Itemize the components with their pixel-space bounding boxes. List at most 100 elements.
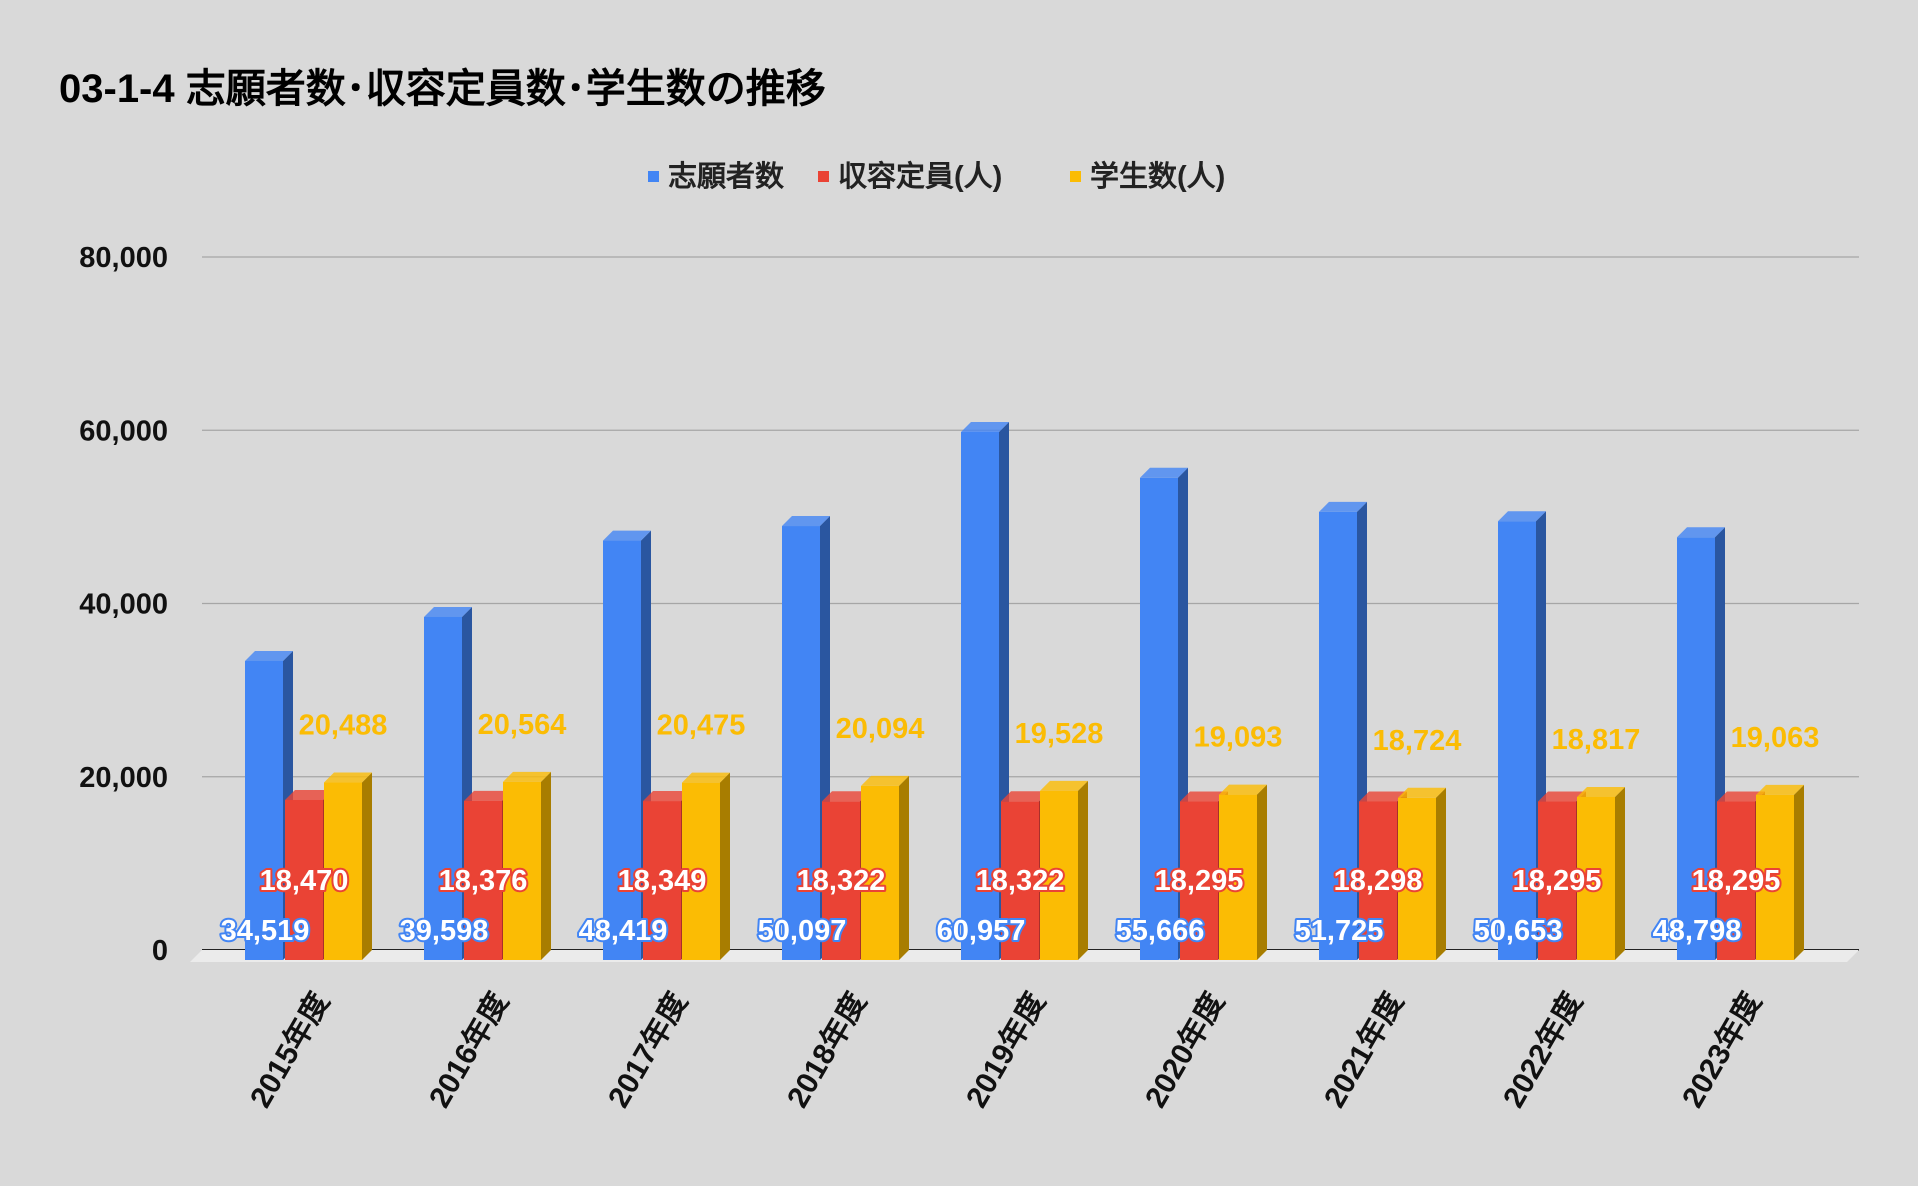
x-tick-label: 2020年度 bbox=[1139, 987, 1231, 1113]
bar-top bbox=[861, 775, 909, 786]
legend-label: 収容定員(人) bbox=[838, 159, 1002, 193]
bar bbox=[1140, 467, 1188, 960]
bar-front bbox=[782, 526, 820, 960]
bar-side bbox=[1436, 787, 1446, 960]
chart-title: 03-1-4 志願者数･収容定員数･学生数の推移 bbox=[59, 67, 826, 111]
bar-top bbox=[1219, 784, 1267, 795]
bar-top bbox=[1756, 784, 1804, 795]
legend-label: 志願者数 bbox=[668, 160, 785, 193]
x-tick-label: 2022年度 bbox=[1497, 987, 1589, 1113]
bar bbox=[1040, 780, 1088, 960]
bar-front bbox=[1180, 801, 1218, 960]
bars bbox=[245, 421, 1804, 961]
data-label-applicants: 50,097 bbox=[758, 915, 847, 947]
data-label-capacity: 18,295 bbox=[1513, 865, 1602, 897]
bar-top bbox=[285, 790, 333, 801]
bar bbox=[1756, 784, 1804, 960]
x-tick-label: 2021年度 bbox=[1318, 987, 1410, 1113]
bar-front bbox=[1538, 801, 1576, 960]
bar-side bbox=[1257, 784, 1267, 960]
data-label-capacity: 18,295 bbox=[1692, 865, 1781, 897]
data-label-students: 19,093 bbox=[1194, 722, 1283, 754]
bar-front bbox=[1219, 794, 1257, 960]
data-label-capacity: 18,322 bbox=[976, 865, 1065, 897]
y-tick-label: 20,000 bbox=[79, 762, 168, 794]
data-label-applicants: 48,798 bbox=[1653, 915, 1742, 947]
data-label-students: 20,475 bbox=[657, 710, 746, 742]
legend: 志願者数 収容定員(人) 学生数(人) bbox=[648, 159, 1225, 193]
bar-front bbox=[503, 781, 541, 960]
bar-front bbox=[324, 782, 362, 960]
data-label-capacity: 18,470 bbox=[260, 865, 349, 897]
data-label-applicants: 51,725 bbox=[1295, 915, 1384, 947]
bar bbox=[1319, 501, 1367, 960]
bar bbox=[1577, 786, 1625, 960]
bar-side bbox=[362, 772, 372, 960]
bar bbox=[682, 772, 730, 960]
bar-side bbox=[1794, 784, 1804, 960]
bar-front bbox=[1677, 537, 1715, 960]
bar-front bbox=[603, 540, 641, 960]
bar-front bbox=[424, 616, 462, 960]
bar-front bbox=[245, 660, 283, 960]
bar-front bbox=[961, 431, 999, 961]
bar-top bbox=[245, 650, 293, 661]
data-label-applicants: 39,598 bbox=[400, 915, 489, 947]
bar-front bbox=[1001, 801, 1039, 960]
bar-top bbox=[1140, 467, 1188, 478]
x-tick-label: 2019年度 bbox=[960, 987, 1052, 1113]
data-labels: 34,519 18,470 20,488 39,598 18,376 20,564 48,4… bbox=[219, 709, 1820, 949]
bar-top bbox=[1319, 501, 1367, 512]
y-tick-label: 0 bbox=[152, 935, 168, 967]
bar-front bbox=[822, 801, 860, 960]
x-tick-label: 2016年度 bbox=[423, 987, 515, 1113]
bar-front bbox=[1398, 797, 1436, 960]
legend-swatch bbox=[818, 171, 829, 182]
bar-top bbox=[822, 791, 870, 802]
bar-front bbox=[643, 801, 681, 960]
bar-front bbox=[1717, 801, 1755, 960]
data-label-students: 19,528 bbox=[1015, 718, 1104, 750]
bar-front bbox=[682, 782, 720, 960]
x-axis-labels: 2015年度 2016年度 2017年度 2018年度 2019年度 2020年度 2021… bbox=[244, 987, 1768, 1113]
y-tick-label: 60,000 bbox=[79, 415, 168, 447]
bar-front bbox=[1040, 790, 1078, 960]
data-label-applicants: 34,519 bbox=[221, 915, 310, 947]
legend-label: 学生数(人) bbox=[1090, 159, 1225, 193]
x-tick-label: 2018年度 bbox=[781, 987, 873, 1113]
data-label-students: 19,063 bbox=[1731, 722, 1820, 754]
data-label-students: 18,724 bbox=[1373, 725, 1462, 757]
bar bbox=[1219, 784, 1267, 960]
bar-top bbox=[1577, 786, 1625, 797]
bar-top bbox=[1001, 791, 1049, 802]
gridlines: 0 20,000 40,000 60,000 80,000 bbox=[79, 242, 1859, 967]
x-tick-label: 2023年度 bbox=[1676, 987, 1768, 1113]
data-label-capacity: 18,322 bbox=[797, 865, 886, 897]
bar bbox=[782, 516, 830, 960]
bar-top bbox=[603, 530, 651, 541]
bar-front bbox=[1756, 794, 1794, 960]
bar-front bbox=[1319, 511, 1357, 960]
bar-top bbox=[1538, 791, 1586, 802]
bar-top bbox=[961, 421, 1009, 432]
data-label-applicants: 60,957 bbox=[937, 915, 1026, 947]
bar-top bbox=[1180, 791, 1228, 802]
x-tick-label: 2015年度 bbox=[244, 987, 336, 1113]
y-tick-label: 40,000 bbox=[79, 589, 168, 621]
bar-front bbox=[285, 800, 323, 960]
bar-front bbox=[1359, 801, 1397, 960]
bar-top bbox=[782, 516, 830, 527]
bar-top bbox=[1040, 780, 1088, 791]
bar bbox=[503, 771, 551, 960]
bar-top bbox=[682, 772, 730, 783]
bar-top bbox=[1398, 787, 1446, 798]
data-label-capacity: 18,376 bbox=[439, 865, 528, 897]
bar-top bbox=[324, 772, 372, 783]
bar bbox=[1398, 787, 1446, 960]
bar-front bbox=[464, 800, 502, 960]
bar-front bbox=[1577, 796, 1615, 960]
data-label-capacity: 18,298 bbox=[1334, 865, 1423, 897]
data-label-students: 18,817 bbox=[1552, 724, 1641, 756]
data-label-applicants: 48,419 bbox=[579, 915, 668, 947]
